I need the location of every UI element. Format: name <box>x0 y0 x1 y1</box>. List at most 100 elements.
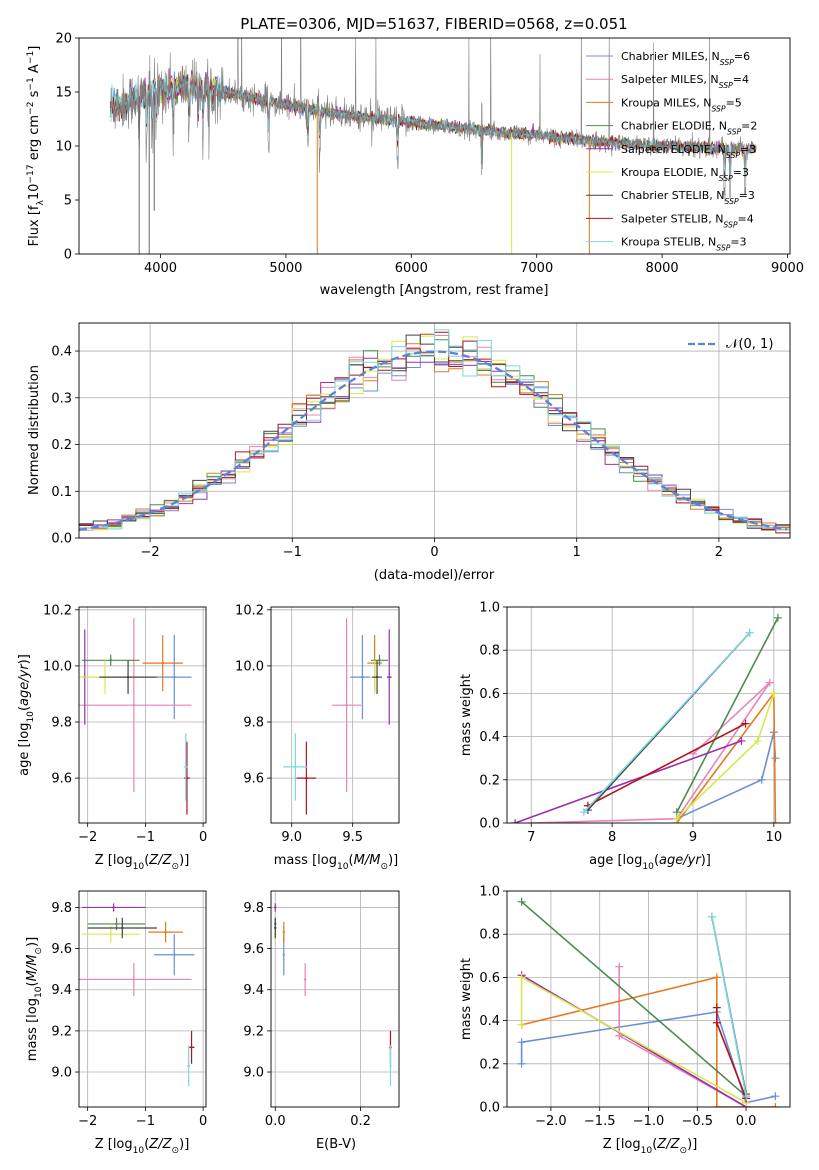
x-tick-label: 0 <box>199 1114 207 1129</box>
label-part: Z/Z <box>148 1137 172 1152</box>
data-point <box>112 906 115 909</box>
weight-z-axes: −2.0 −1.5 −1.0 −0.5 0.0 0.0 0.2 0.4 0.6 0.8 1.0 <box>479 885 791 1129</box>
x-tick-label: 9 <box>689 830 697 845</box>
data-point <box>305 776 308 780</box>
label-part: A <box>27 64 42 77</box>
label-part: )] <box>25 937 40 947</box>
x-tick-label: 7000 <box>520 261 553 276</box>
data-point <box>161 661 164 665</box>
y-tick-label: 9.0 <box>243 1066 264 1081</box>
weight-marker <box>517 897 526 906</box>
x-tick-label: −1 <box>136 830 155 845</box>
label-part: λ <box>36 200 46 206</box>
data-point <box>361 675 364 679</box>
plot-area <box>283 618 392 815</box>
x-tick-label: 0 <box>430 545 438 560</box>
x-tick-label: −2 <box>78 830 97 845</box>
weight-marker <box>579 808 588 817</box>
x-tick-label: −0.5 <box>682 1114 714 1129</box>
label-part: Z [log <box>95 1137 133 1152</box>
label-part: Salpeter MILES, N <box>621 73 719 86</box>
legend-entry: Kroupa STELIB, NSSP=3 <box>621 236 747 253</box>
label-part: 10 <box>641 1146 653 1156</box>
y-tick-label: 0.4 <box>479 730 500 745</box>
label-part: mass [log <box>25 998 40 1061</box>
label-part: mass [log <box>274 853 337 868</box>
y-tick-label: 0.2 <box>479 773 500 788</box>
x-axis-label: (data-model)/error <box>374 568 495 583</box>
x-axis-label: mass [log10(M/M⊙)] <box>274 853 398 872</box>
y-tick-label: 9.6 <box>51 942 72 957</box>
x-tick-label: −1.5 <box>584 1114 616 1129</box>
weight-marker <box>517 1038 526 1047</box>
label-part: erg cm <box>27 115 42 164</box>
plot-area <box>79 903 195 1087</box>
data-point <box>187 1064 190 1068</box>
plot-area <box>79 618 192 815</box>
label-part: age [log <box>17 723 32 776</box>
x-axis-label: Z [log10(Z/Z⊙)] <box>95 853 190 872</box>
weight-line <box>618 966 747 1107</box>
weight-marker <box>771 1092 780 1101</box>
weight-line <box>521 976 776 1107</box>
weight-line <box>583 632 751 813</box>
x-axis-label: age [log10(age/yr)] <box>589 853 711 872</box>
y-tick-label: 0.2 <box>479 1057 500 1072</box>
y-tick-label: 0.1 <box>51 485 72 500</box>
x-tick-label: 5000 <box>269 261 302 276</box>
legend-entry: Kroupa MILES, NSSP=5 <box>621 96 742 113</box>
data-point <box>345 703 348 707</box>
weight-line <box>531 682 771 823</box>
label-part: Flux [f <box>27 205 42 246</box>
x-tick-label: −2 <box>141 545 160 560</box>
y-tick-label: 9.6 <box>243 772 264 787</box>
x-axis-label: wavelength [Angstrom, rest frame] <box>320 283 549 298</box>
y-tick-label: 9.4 <box>51 983 72 998</box>
label-part: M/M <box>354 853 381 868</box>
y-tick-label: 1.0 <box>479 601 500 616</box>
weight-marker <box>742 1092 751 1101</box>
y-tick-label: 10.2 <box>43 603 72 618</box>
label-part: SSP <box>726 150 740 159</box>
label-part: =5 <box>726 96 742 109</box>
residual-histogram <box>79 329 790 531</box>
y-tick-label: 9.0 <box>51 1066 72 1081</box>
data-point <box>282 953 285 956</box>
normal-curve <box>79 350 788 531</box>
label-part: 10 <box>34 986 44 998</box>
data-point <box>173 675 176 679</box>
label-part: ⊙ <box>680 1146 688 1156</box>
y-tick-label: 0.8 <box>479 928 500 943</box>
weight-marker <box>771 1103 780 1107</box>
label-part: Kroupa STELIB, N <box>621 236 716 249</box>
weight-marker <box>615 962 624 971</box>
y-tick-label: 0.6 <box>479 687 500 702</box>
age-mass-axes: 9.0 9.5 9.6 9.8 10.0 10.2 <box>235 603 400 845</box>
weight-line <box>514 740 742 823</box>
weight-marker <box>517 973 526 982</box>
x-tick-label: 0.2 <box>350 1114 371 1129</box>
x-axis-label: E(B-V) <box>316 1137 356 1152</box>
axes-frame <box>78 890 207 1108</box>
label-part: =4 <box>738 212 754 225</box>
x-tick-label: 6000 <box>395 261 428 276</box>
weight-marker <box>511 819 520 823</box>
label-part: )] <box>701 853 711 868</box>
label-part: 10 <box>133 862 145 872</box>
x-tick-label: 0.0 <box>265 1114 286 1129</box>
label-part: 10 <box>642 862 654 872</box>
weight-marker <box>707 912 716 921</box>
x-tick-label: −2.0 <box>535 1114 567 1129</box>
label-part: Z/Z <box>148 853 172 868</box>
label-part: SSP <box>716 243 730 252</box>
label-part: )] <box>687 1137 697 1152</box>
weight-marker <box>712 973 721 982</box>
weight-line <box>587 722 746 807</box>
label-part: Salpeter STELIB, N <box>621 212 723 225</box>
weight-marker <box>741 719 750 728</box>
mass-z-axes: −2 −1 0 9.0 9.2 9.4 9.6 9.8 <box>51 890 207 1129</box>
label-part: −2 <box>26 102 36 115</box>
axes-frame <box>270 890 400 1108</box>
